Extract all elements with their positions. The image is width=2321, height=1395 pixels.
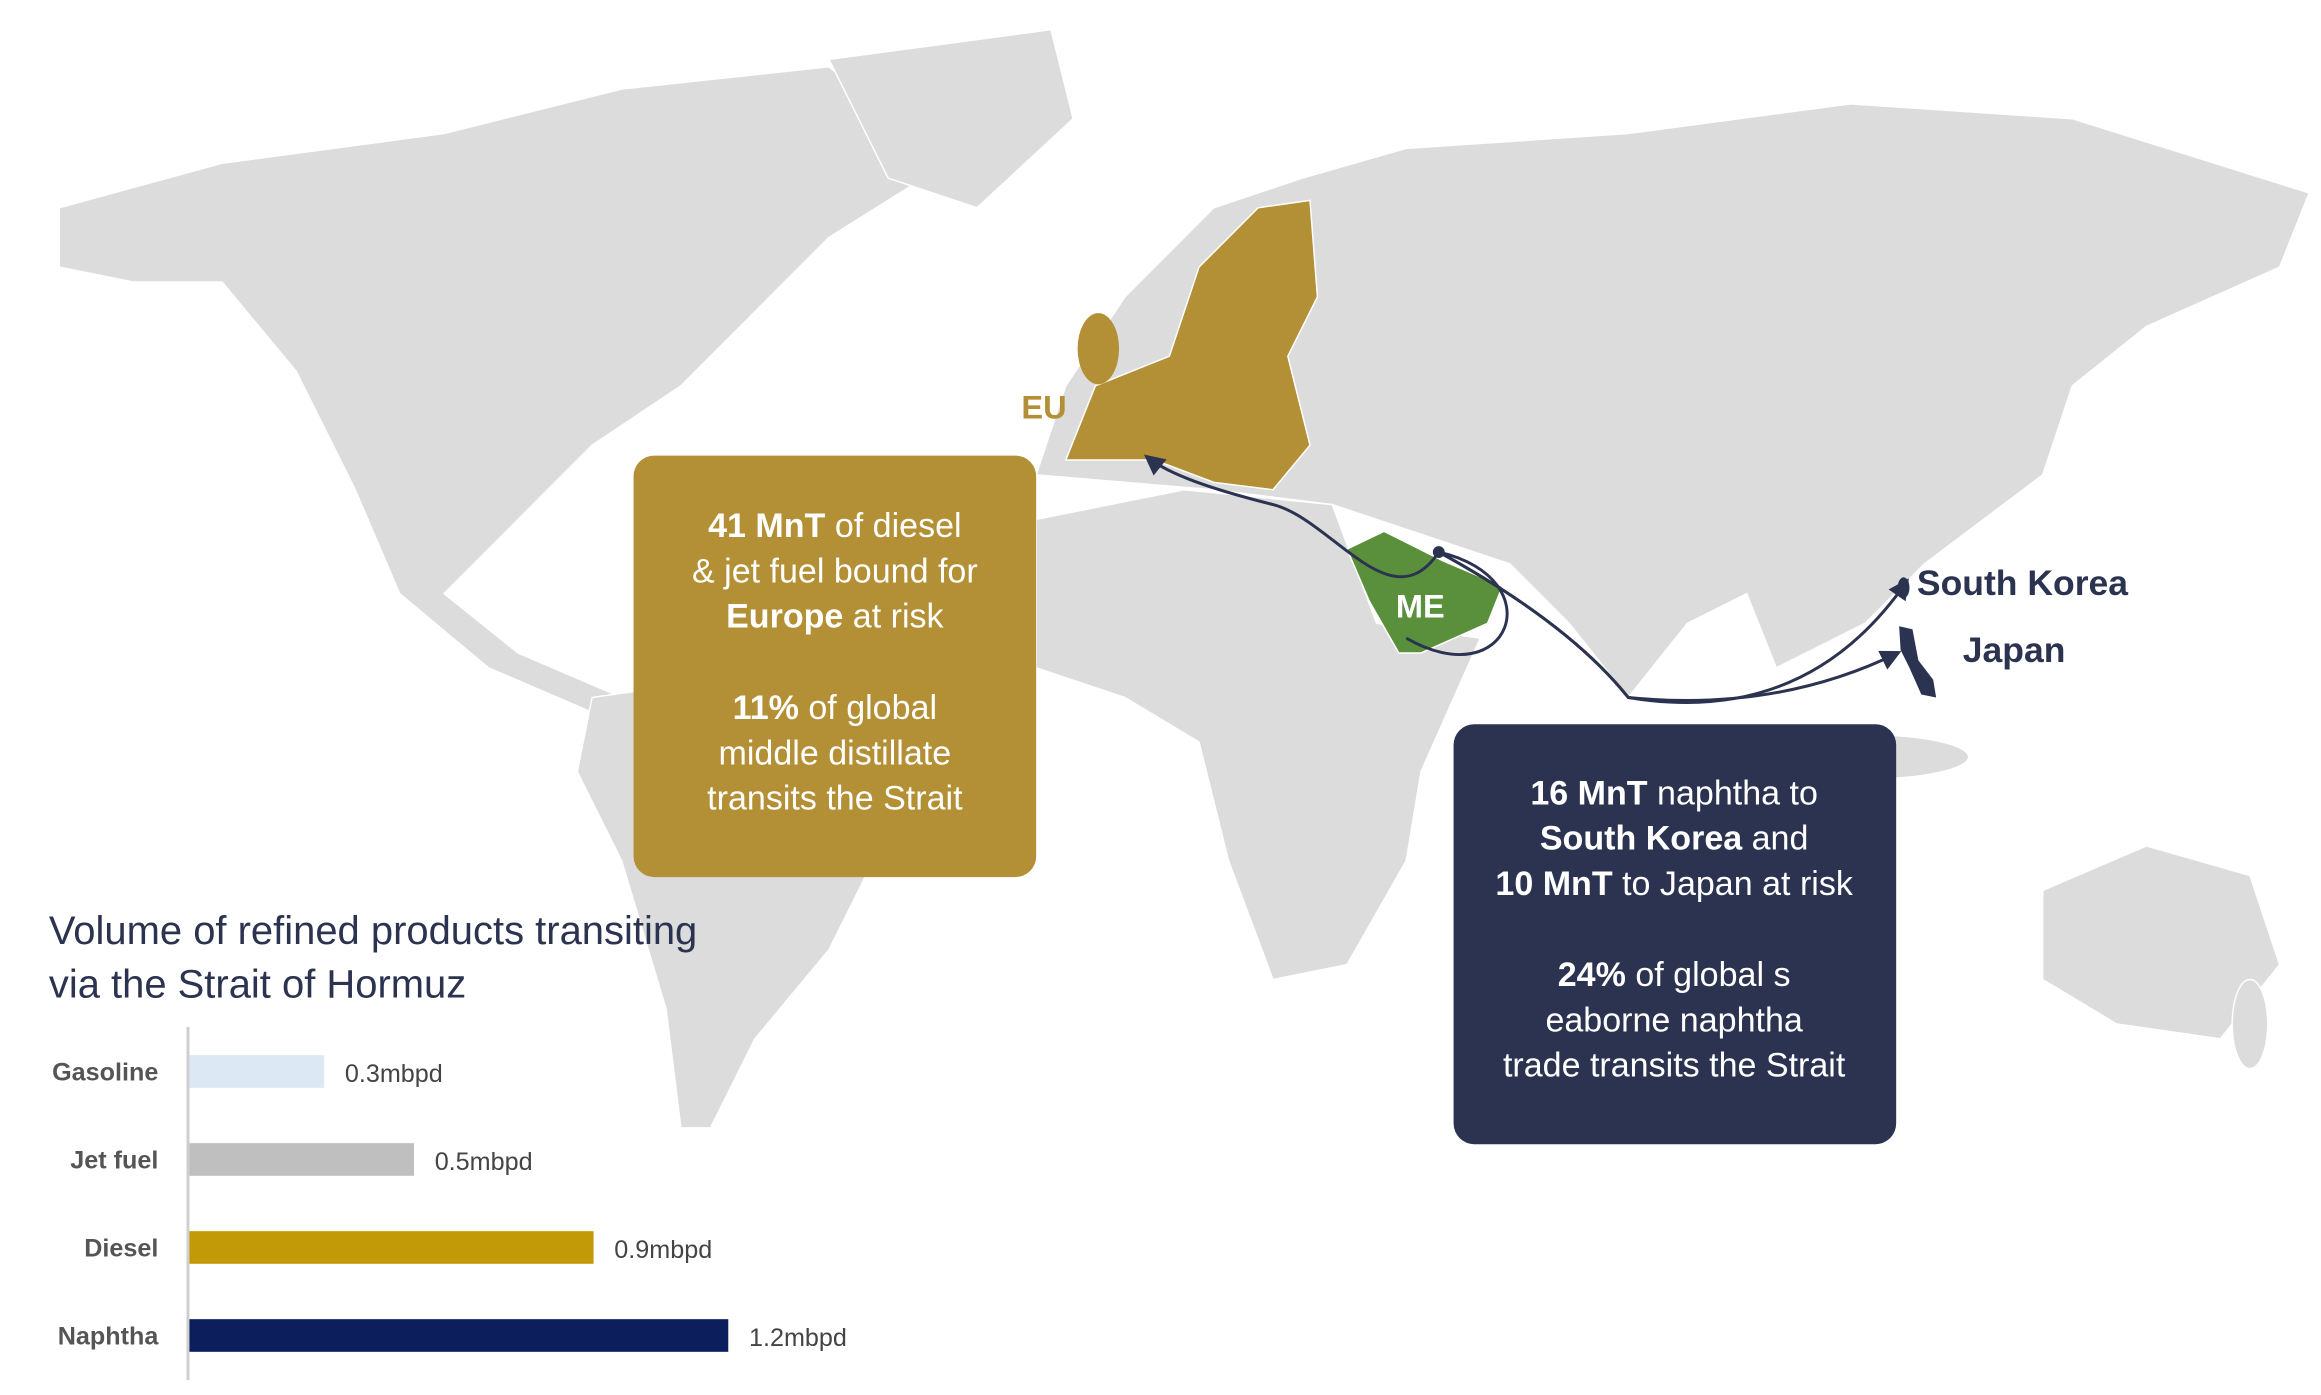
asia-box <box>1453 724 1897 1145</box>
box-run: 16 MnT <box>1530 774 1647 812</box>
box-line: 41 MnT of diesel <box>708 507 961 545</box>
box-line: transits the Strait <box>707 780 963 818</box>
box-line: 24% of global s <box>1558 956 1791 994</box>
box-run: naphtha to <box>1648 774 1818 812</box>
eurasia <box>1035 103 2311 699</box>
category-label: Gasoline <box>52 1058 158 1086</box>
routes <box>1143 454 1906 704</box>
bar <box>189 1231 594 1264</box>
box-line: trade transits the Strait <box>1503 1047 1846 1085</box>
japan-region <box>1899 626 1937 698</box>
uk <box>1077 313 1120 385</box>
north-america <box>58 66 949 714</box>
value-label: 0.5mbpd <box>435 1148 533 1176</box>
me-label: ME <box>1396 587 1445 624</box>
bar <box>189 1143 414 1176</box>
box-texts: 41 MnT of diesel & jet fuel bound for Euro… <box>692 507 1854 1084</box>
box-line: 11% of global <box>733 689 937 727</box>
box-line: 16 MnT naphtha to <box>1530 774 1818 812</box>
eu-label: EU <box>1021 388 1066 425</box>
new-zealand <box>2231 978 2269 1070</box>
box-run: middle distillate <box>719 734 952 772</box>
bar <box>189 1055 325 1088</box>
value-label: 0.9mbpd <box>614 1236 712 1264</box>
value-label: 0.3mbpd <box>345 1060 443 1088</box>
bar-chart: Volume of refined products transiting via… <box>49 909 847 1352</box>
eu-region <box>1064 199 1319 491</box>
box-line: eaborne naphtha <box>1545 1001 1802 1039</box>
box-run: trade transits the Strait <box>1503 1047 1846 1085</box>
me-region <box>1346 530 1504 654</box>
origin-dot <box>1432 546 1445 558</box>
box-line: & jet fuel bound for <box>692 552 978 590</box>
route-to-japan <box>1438 550 1902 702</box>
box-line: 10 MnT to Japan at risk <box>1495 865 1853 903</box>
bar <box>189 1319 729 1352</box>
value-label: 1.2mbpd <box>749 1324 847 1352</box>
box-run: at risk <box>843 598 944 636</box>
category-label: Jet fuel <box>70 1146 158 1174</box>
africa <box>1035 488 1482 981</box>
route-to-eu <box>1143 454 1441 579</box>
south-korea-label: South Korea <box>1917 563 2128 603</box>
box-run: of global s <box>1626 956 1791 994</box>
chart-title: via the Strait of Hormuz <box>49 962 466 1006</box>
europe-box <box>633 455 1037 878</box>
box-run: Europe <box>726 598 843 636</box>
category-label: Diesel <box>84 1234 158 1262</box>
box-run: to Japan at risk <box>1613 865 1854 903</box>
box-line: Europe at risk <box>726 598 944 636</box>
chart-title: Volume of refined products transiting <box>49 909 697 953</box>
box-run: and <box>1742 820 1808 858</box>
box-run: of global <box>799 689 937 727</box>
box-run: transits the Strait <box>707 780 963 818</box>
box-run: 11% <box>733 689 799 727</box>
box-line: South Korea and <box>1540 820 1809 858</box>
box-run: of diesel <box>825 507 961 545</box>
box-run: eaborne naphtha <box>1545 1001 1802 1039</box>
box-run: 41 MnT <box>708 507 825 545</box>
greenland <box>827 28 1074 209</box>
box-line: middle distillate <box>719 734 952 772</box>
category-label: Naphtha <box>58 1322 160 1350</box>
japan-label: Japan <box>1963 630 2066 670</box>
box-run: 24% <box>1558 956 1626 994</box>
box-run: & jet fuel bound for <box>692 552 978 590</box>
box-run: South Korea <box>1540 820 1743 858</box>
box-run: 10 MnT <box>1495 865 1612 903</box>
